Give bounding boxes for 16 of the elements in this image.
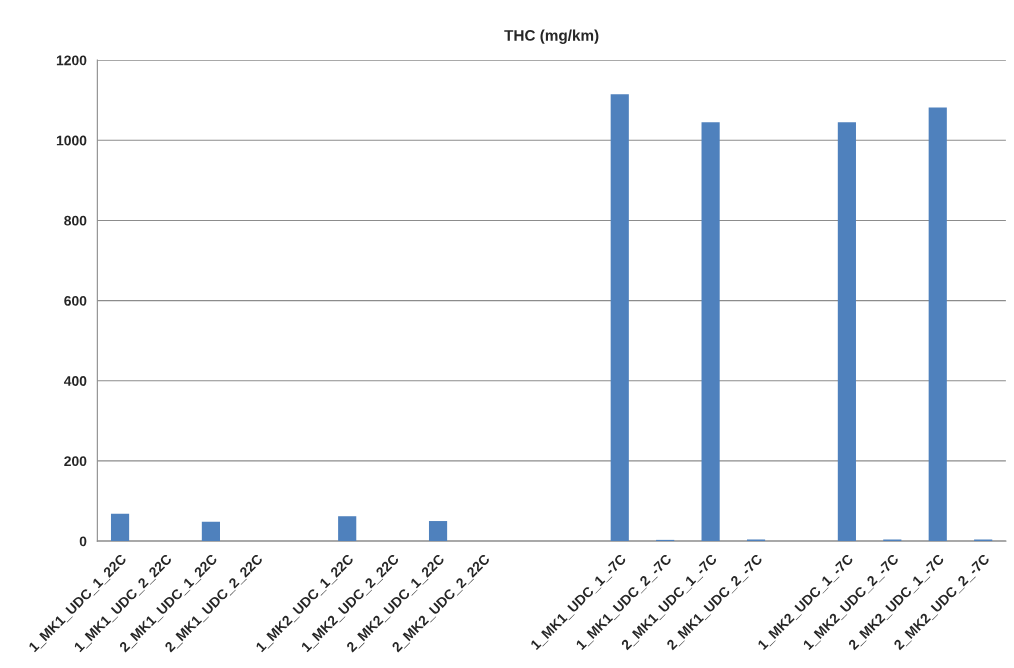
bar [610,94,629,542]
y-tick-label: 800 [64,215,87,226]
y-tick-label: 0 [79,536,87,547]
bar [928,107,947,542]
bar [701,122,720,542]
bar [837,122,856,542]
y-tick-label: 400 [63,376,87,386]
bar [428,521,448,542]
y-tick-label: 600 [64,295,87,306]
chart-title: THC (mg/km) [504,29,599,44]
bar [201,521,220,542]
y-tick-label: 1000 [56,135,87,146]
bar [338,516,357,542]
bar [110,513,130,542]
y-tick-label: 1200 [56,55,87,66]
y-tick-label: 200 [64,456,87,467]
